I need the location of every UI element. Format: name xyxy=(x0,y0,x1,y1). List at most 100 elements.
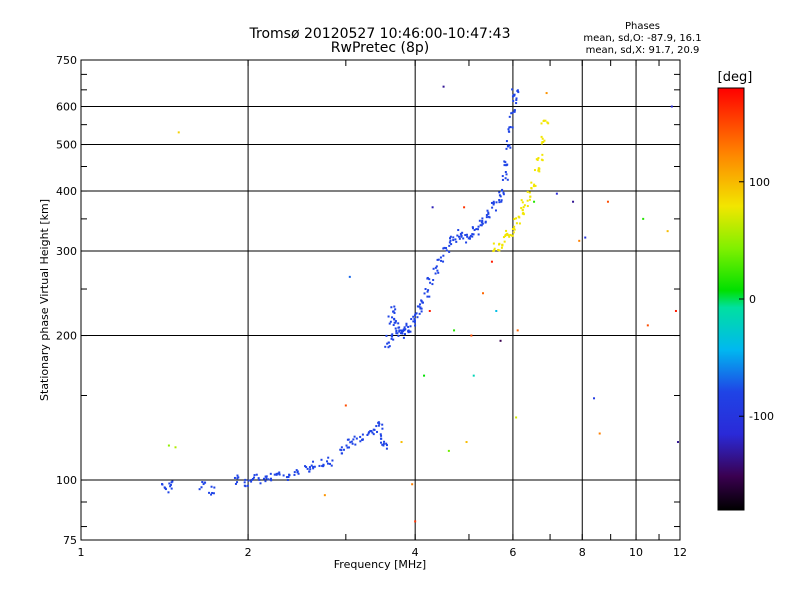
trace-point xyxy=(512,231,515,234)
trace-point xyxy=(506,178,509,181)
trace-point xyxy=(512,99,515,102)
trace-point xyxy=(244,485,247,488)
trace-point xyxy=(367,432,370,435)
trace-point xyxy=(253,476,256,479)
trace-point xyxy=(537,168,540,171)
trace-point xyxy=(505,140,508,143)
trace-point xyxy=(480,224,483,227)
echo-point xyxy=(414,520,417,523)
echo-point xyxy=(323,494,326,497)
trace-point xyxy=(251,477,254,480)
y-tick-label: 600 xyxy=(56,101,77,114)
trace-point xyxy=(213,486,216,489)
trace-point xyxy=(530,187,533,190)
trace-point xyxy=(542,141,545,144)
trace-point xyxy=(400,329,403,332)
trace-point xyxy=(202,483,205,486)
trace-point xyxy=(346,446,349,449)
trace-point xyxy=(473,229,476,232)
trace-point xyxy=(515,102,518,105)
trace-point xyxy=(505,229,508,232)
trace-point xyxy=(247,479,250,482)
trace-point xyxy=(330,464,333,467)
trace-point xyxy=(513,225,516,228)
trace-point xyxy=(452,239,455,242)
trace-point xyxy=(234,482,237,485)
trace-point xyxy=(361,433,364,436)
trace-point xyxy=(276,472,279,475)
echo-point xyxy=(642,217,645,220)
trace-point xyxy=(339,448,342,451)
trace-point xyxy=(498,242,501,245)
trace-point xyxy=(543,139,546,142)
trace-point xyxy=(380,437,383,440)
trace-point xyxy=(459,232,462,235)
trace-point xyxy=(416,305,419,308)
trace-point xyxy=(313,465,316,468)
trace-point xyxy=(508,144,511,147)
series-2 xyxy=(167,85,679,523)
trace-point xyxy=(540,135,543,138)
trace-point xyxy=(485,216,488,219)
trace-point xyxy=(402,328,405,331)
trace-point xyxy=(394,321,397,324)
trace-point xyxy=(503,164,506,167)
trace-point xyxy=(391,333,394,336)
trace-point xyxy=(436,269,439,272)
trace-point xyxy=(427,289,430,292)
trace-point xyxy=(421,301,424,304)
trace-point xyxy=(407,325,410,328)
trace-point xyxy=(530,181,533,184)
trace-point xyxy=(471,233,474,236)
trace-point xyxy=(393,305,396,308)
echo-point xyxy=(423,374,426,377)
trace-point xyxy=(454,238,457,241)
trace-point xyxy=(521,201,524,204)
trace-point xyxy=(382,444,385,447)
trace-point xyxy=(250,480,253,483)
trace-point xyxy=(381,443,384,446)
x-tick-label: 1 xyxy=(78,546,85,559)
trace-point xyxy=(511,126,514,129)
trace-point xyxy=(455,240,458,243)
trace-point xyxy=(511,227,514,230)
trace-point xyxy=(507,234,510,237)
echo-point xyxy=(499,339,502,342)
phase-x-stats: mean, sd,X: 91.7, 20.9 xyxy=(585,45,700,56)
trace-point xyxy=(537,157,540,160)
trace-point xyxy=(375,425,378,428)
trace-point xyxy=(388,322,391,325)
trace-point xyxy=(492,200,495,203)
trace-point xyxy=(429,281,432,284)
trace-point xyxy=(529,195,532,198)
trace-point xyxy=(426,295,429,298)
trace-point xyxy=(308,470,311,473)
trace-point xyxy=(398,329,401,332)
trace-point xyxy=(385,447,388,450)
grid-layer xyxy=(81,60,680,540)
echo-point xyxy=(515,416,518,419)
trace-point xyxy=(479,224,482,227)
trace-point xyxy=(541,153,544,156)
echo-point xyxy=(431,206,434,209)
trace-point xyxy=(504,235,507,238)
trace-point xyxy=(361,438,364,441)
trace-point xyxy=(350,440,353,443)
trace-point xyxy=(540,122,543,125)
trace-point xyxy=(372,433,375,436)
trace-point xyxy=(255,473,258,476)
echo-point xyxy=(584,236,587,239)
trace-point xyxy=(394,327,397,330)
colorbar-label: [deg] xyxy=(718,70,753,85)
trace-point xyxy=(392,338,395,341)
trace-point xyxy=(500,200,503,203)
trace-point xyxy=(523,204,526,207)
phase-o-stats: mean, sd,O: -87.9, 16.1 xyxy=(583,33,702,44)
trace-point xyxy=(513,228,516,231)
trace-point xyxy=(513,217,516,220)
trace-point xyxy=(518,222,521,225)
trace-point xyxy=(250,478,253,481)
echo-point xyxy=(470,334,473,337)
trace-point xyxy=(273,473,276,476)
